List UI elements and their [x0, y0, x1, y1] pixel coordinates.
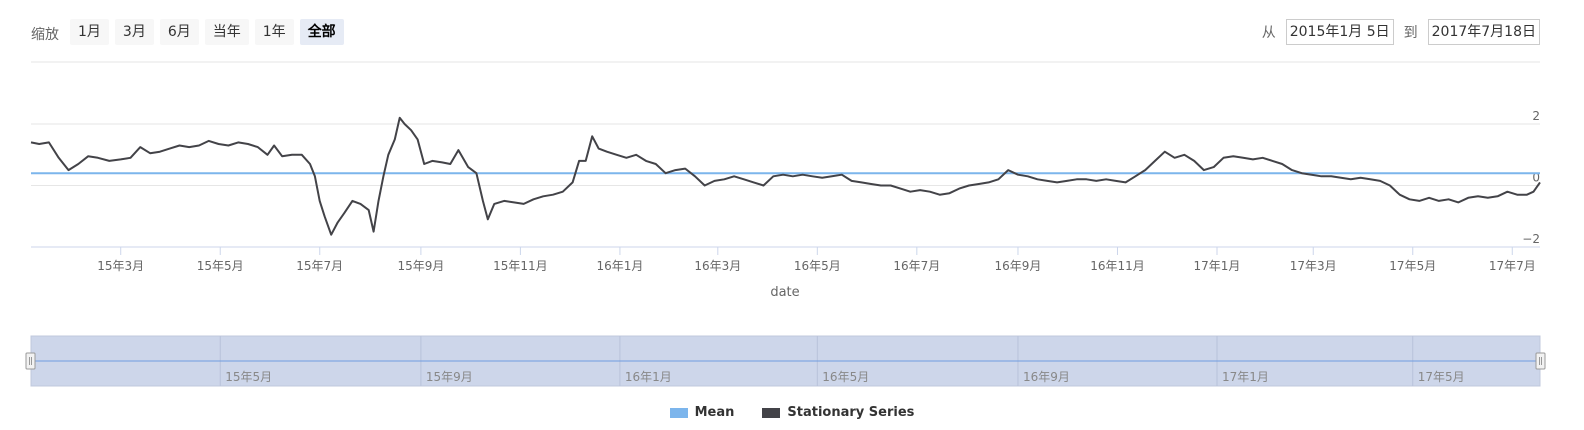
x-tick-label: 15年11月	[493, 259, 548, 273]
legend-swatch-mean	[669, 407, 688, 418]
x-tick-label: 17年7月	[1489, 259, 1536, 273]
zoom-ytd-button[interactable]: 当年	[204, 19, 249, 45]
navigator-tick-label: 17年5月	[1418, 370, 1465, 384]
navigator[interactable]: 15年5月 15年9月 16年1月 16年5月 16年9月 17年1月 17年5月	[25, 335, 1546, 387]
from-date-input[interactable]: 2015年1月 5日	[1285, 19, 1394, 45]
navigator-tick-label: 15年5月	[225, 370, 272, 384]
legend-label-mean: Mean	[694, 405, 735, 420]
navigator-tick-label: 16年5月	[822, 370, 869, 384]
legend: Mean Stationary Series	[0, 405, 1584, 420]
x-tick-label: 16年9月	[995, 259, 1042, 273]
x-tick-label: 17年5月	[1389, 259, 1436, 273]
x-tick-label: 15年9月	[397, 259, 444, 273]
navigator-gridlines: 15年5月 15年9月 16年1月 16年5月 16年9月 17年1月 17年5月	[219, 336, 1465, 386]
navigator-tick-label: 16年1月	[625, 370, 672, 384]
x-axis-title: date	[770, 285, 799, 300]
x-tick-label: 16年5月	[794, 259, 841, 273]
navigator-left-handle[interactable]	[25, 352, 36, 370]
zoom-1y-button[interactable]: 1年	[254, 19, 294, 45]
y-gridlines	[31, 123, 1540, 248]
stock-chart: 2 0 −2 15年3月 15年5月 15年7月 15年9月 15年11月 16年1月 16年3…	[25, 61, 1546, 387]
x-axis-ticks: 15年3月 15年5月 15年7月 15年9月 15年11月 16年1月 16年3月 16年5…	[97, 247, 1536, 273]
x-tick-label: 16年7月	[893, 259, 940, 273]
range-selector: 缩放 1月 3月 6月 当年 1年 全部 从 2015年1月 5日 到 2017…	[0, 0, 1584, 62]
x-tick-label: 16年1月	[596, 259, 643, 273]
x-tick-label: 16年3月	[694, 259, 741, 273]
zoom-6m-button[interactable]: 6月	[159, 19, 199, 45]
x-tick-label: 15年3月	[97, 259, 144, 273]
stationary-series-line	[30, 116, 1541, 236]
legend-item-series[interactable]: Stationary Series	[762, 405, 914, 420]
x-tick-label: 15年5月	[197, 259, 244, 273]
x-tick-label: 17年1月	[1194, 259, 1241, 273]
zoom-buttons: 1月 3月 6月 当年 1年 全部	[70, 19, 344, 45]
to-label: 到	[1403, 25, 1418, 41]
legend-item-mean[interactable]: Mean	[669, 405, 735, 420]
x-tick-label: 17年3月	[1290, 259, 1337, 273]
navigator-tick-label: 17年1月	[1222, 370, 1269, 384]
handle-right-body[interactable]	[1535, 352, 1546, 370]
navigator-right-handle[interactable]	[1535, 352, 1546, 370]
date-range: 从 2015年1月 5日 到 2017年7月18日	[1262, 19, 1540, 45]
y-tick-label: −2	[1522, 232, 1540, 246]
zoom-label: 缩放	[31, 27, 59, 43]
x-tick-label: 15年7月	[296, 259, 343, 273]
y-tick-label: 2	[1532, 109, 1540, 123]
y-axis-labels: 2 0 −2	[1522, 109, 1540, 246]
to-date-input[interactable]: 2017年7月18日	[1427, 19, 1540, 45]
legend-swatch-series	[762, 407, 781, 418]
zoom-1m-button[interactable]: 1月	[70, 19, 109, 45]
legend-label-series: Stationary Series	[787, 405, 915, 420]
zoom-all-button[interactable]: 全部	[299, 19, 344, 45]
y-tick-label: 0	[1532, 171, 1540, 185]
navigator-tick-label: 16年9月	[1023, 370, 1070, 384]
x-tick-label: 16年11月	[1090, 259, 1145, 273]
handle-left-body[interactable]	[25, 352, 36, 370]
from-label: 从	[1261, 25, 1276, 41]
navigator-tick-label: 15年9月	[426, 370, 473, 384]
zoom-3m-button[interactable]: 3月	[114, 19, 154, 45]
